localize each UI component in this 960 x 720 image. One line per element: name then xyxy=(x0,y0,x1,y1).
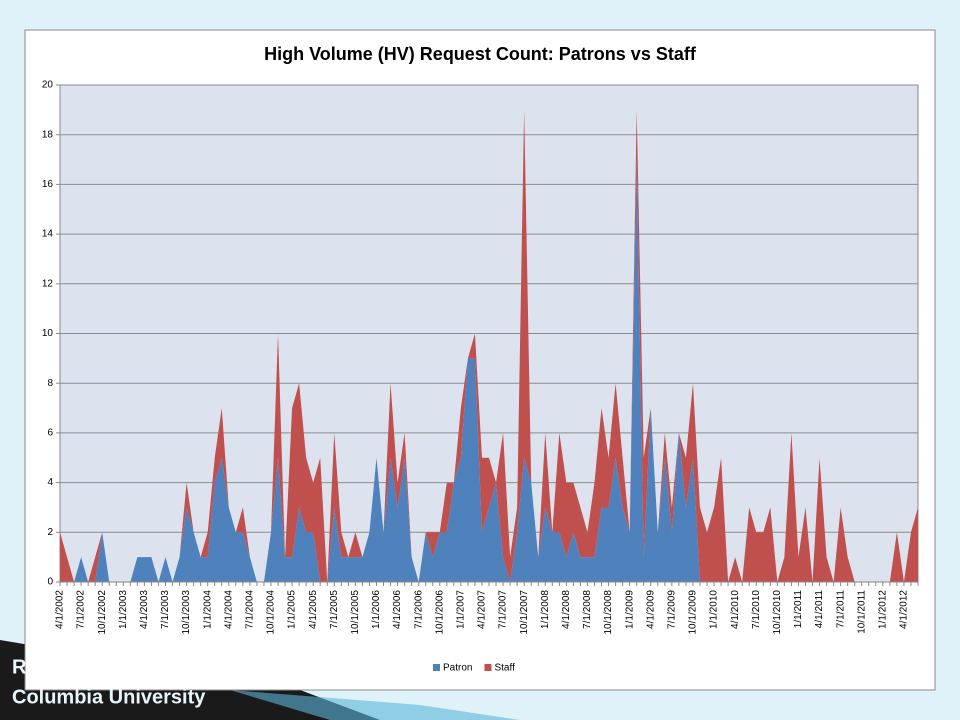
x-tick-label: 7/1/2002 xyxy=(76,590,87,629)
x-tick-label: 10/1/2011 xyxy=(856,590,867,634)
decor-wave xyxy=(230,690,520,720)
x-tick-label: 4/1/2007 xyxy=(477,590,488,629)
x-tick-label: 1/1/2003 xyxy=(118,590,129,629)
x-tick-label: 10/1/2007 xyxy=(519,590,530,635)
x-tick-label: 1/1/2008 xyxy=(540,590,551,629)
x-tick-label: 4/1/2012 xyxy=(899,590,910,629)
x-tick-label: 4/1/2008 xyxy=(561,590,572,629)
x-tick-label: 4/1/2010 xyxy=(730,590,741,629)
x-tick-label: 7/1/2008 xyxy=(582,590,593,629)
x-tick-label: 10/1/2005 xyxy=(350,590,361,635)
legend-swatch xyxy=(433,664,440,671)
x-tick-label: 4/1/2011 xyxy=(814,590,825,629)
area xyxy=(60,109,918,582)
x-tick-label: 10/1/2004 xyxy=(266,590,277,635)
y-tick-label: 6 xyxy=(47,428,53,439)
x-tick-label: 7/1/2006 xyxy=(413,590,424,629)
x-tick-label: 4/1/2003 xyxy=(139,590,150,629)
x-tick-label: 7/1/2005 xyxy=(329,590,340,629)
chart-title: High Volume (HV) Request Count: Patrons … xyxy=(264,44,697,64)
x-tick-label: 1/1/2009 xyxy=(624,590,635,629)
y-tick-label: 10 xyxy=(42,328,54,339)
x-tick-label: 1/1/2012 xyxy=(877,590,888,629)
x-tick-label: 10/1/2003 xyxy=(181,590,192,635)
x-tick-label: 1/1/2004 xyxy=(202,590,213,629)
x-tick-label: 10/1/2010 xyxy=(772,590,783,635)
x-tick-label: 7/1/2003 xyxy=(160,590,171,629)
y-tick-label: 18 xyxy=(42,129,54,140)
y-tick-label: 14 xyxy=(42,229,54,240)
x-tick-label: 1/1/2007 xyxy=(456,590,467,629)
x-tick-label: 7/1/2011 xyxy=(835,590,846,629)
x-tick-label: 10/1/2009 xyxy=(688,590,699,635)
x-tick-label: 10/1/2002 xyxy=(97,590,108,635)
legend-label: Staff xyxy=(494,663,515,674)
x-tick-label: 7/1/2004 xyxy=(245,590,256,629)
legend-label: Patron xyxy=(443,663,472,674)
x-tick-label: 1/1/2011 xyxy=(793,590,804,629)
x-tick-label: 4/1/2004 xyxy=(223,590,234,629)
footer-text: R xyxy=(12,656,27,678)
y-tick-label: 0 xyxy=(47,577,53,588)
y-tick-label: 16 xyxy=(42,179,54,190)
x-tick-label: 4/1/2009 xyxy=(645,590,656,629)
x-tick-label: 1/1/2010 xyxy=(709,590,720,629)
x-tick-label: 10/1/2008 xyxy=(603,590,614,635)
x-tick-label: 4/1/2006 xyxy=(392,590,403,629)
x-tick-label: 7/1/2007 xyxy=(498,590,509,629)
x-tick-label: 4/1/2002 xyxy=(55,590,66,629)
x-tick-label: 10/1/2006 xyxy=(434,590,445,635)
y-tick-label: 8 xyxy=(47,378,53,389)
x-tick-label: 1/1/2005 xyxy=(287,590,298,629)
y-tick-label: 20 xyxy=(42,80,54,91)
y-tick-label: 2 xyxy=(47,527,53,538)
footer-text: Columbia University xyxy=(12,686,206,708)
y-tick-label: 12 xyxy=(42,278,54,289)
y-tick-label: 4 xyxy=(47,477,53,488)
x-tick-label: 7/1/2010 xyxy=(751,590,762,629)
x-tick-label: 4/1/2005 xyxy=(308,590,319,629)
legend-swatch xyxy=(484,664,492,671)
x-tick-label: 7/1/2009 xyxy=(666,590,677,629)
x-tick-label: 1/1/2006 xyxy=(371,590,382,629)
